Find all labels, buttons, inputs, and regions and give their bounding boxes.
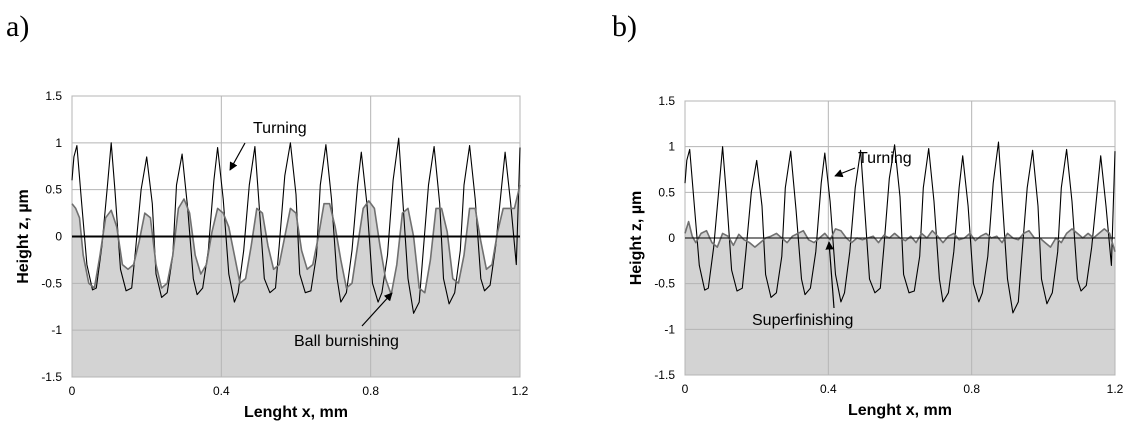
y-tick-label: 1 — [668, 140, 675, 154]
x-tick-label: 0.8 — [362, 384, 379, 398]
x-tick-label: 0.8 — [963, 382, 980, 396]
y-tick-label: -1 — [664, 322, 675, 336]
y-tick-label: 0 — [668, 231, 675, 245]
panel-b-label: b) — [612, 10, 637, 43]
annotation-arrow — [361, 292, 393, 327]
y-tick-label: -1.5 — [654, 368, 675, 382]
y-tick-label: 0 — [55, 230, 62, 244]
x-tick-label: 0.4 — [213, 384, 230, 398]
y-tick-label: 1.5 — [45, 89, 62, 103]
panel-a-label: a) — [6, 10, 29, 43]
y-tick-label: 0.5 — [45, 183, 62, 197]
y-tick-label: 0.5 — [658, 185, 675, 199]
x-tick-label: 0 — [69, 384, 76, 398]
annotation-arrow — [834, 167, 856, 178]
x-axis-title: Lenght x, mm — [848, 402, 952, 419]
y-tick-label: 1 — [55, 136, 62, 150]
y-tick-label: -1 — [51, 323, 62, 337]
annotation-label: Turning — [253, 120, 307, 137]
y-tick-label: -0.5 — [654, 277, 675, 291]
x-tick-label: 1.2 — [1107, 382, 1124, 396]
x-tick-label: 0 — [682, 382, 689, 396]
series-line-1 — [71, 184, 521, 296]
annotation-label: Turning — [858, 150, 912, 167]
annotation-arrow — [825, 241, 835, 309]
y-tick-label: -0.5 — [41, 276, 62, 290]
series-fill-1 — [72, 185, 520, 377]
annotation-label: Ball burnishing — [294, 333, 399, 350]
y-tick-label: 1.5 — [658, 94, 675, 108]
y-axis-title: Height z, µm — [15, 189, 32, 284]
series-line-1 — [684, 220, 1116, 252]
annotation-arrow — [229, 142, 246, 171]
series-line-0 — [71, 137, 521, 314]
x-tick-label: 1.2 — [512, 384, 529, 398]
x-axis-title: Lenght x, mm — [244, 404, 348, 421]
x-tick-label: 0.4 — [820, 382, 837, 396]
series-line-0 — [684, 141, 1116, 314]
chart-a: -1.5 -1 -0.5 0 0.5 1 1.5 0 0.4 0.8 1.2 Lenght x, mm… — [15, 89, 529, 421]
series-fill-1 — [685, 221, 1115, 375]
annotation-label: Superfinishing — [752, 312, 853, 329]
y-tick-label: -1.5 — [41, 370, 62, 384]
chart-b: -1.5 -1 -0.5 0 0.5 1 1.5 0 0.4 0.8 1.2 Lenght x, mm… — [628, 94, 1124, 419]
y-axis-title: Height z, µm — [628, 191, 645, 286]
